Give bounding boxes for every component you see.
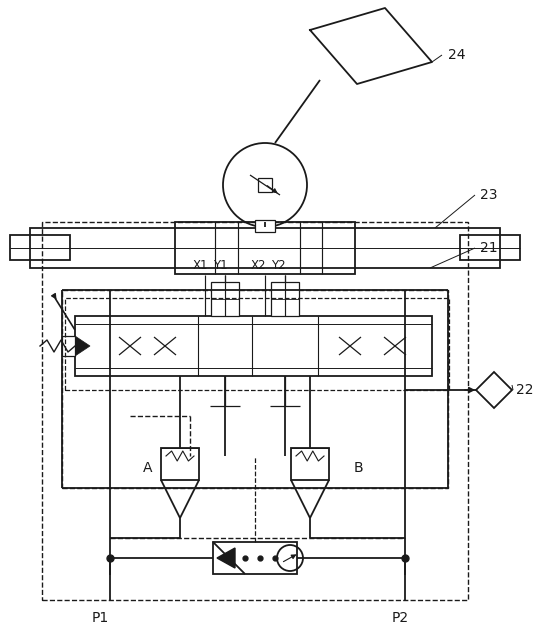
Bar (291, 448, 329, 480)
Text: X2: X2 (250, 259, 266, 272)
Bar (161, 448, 199, 480)
Bar (10, 235, 70, 260)
Text: A: A (143, 461, 153, 475)
Bar (258, 178, 272, 192)
Text: P2: P2 (392, 611, 409, 625)
Bar (255, 220, 275, 232)
Bar (75, 316, 432, 376)
Text: Y2: Y2 (271, 259, 285, 272)
Polygon shape (217, 548, 235, 568)
Text: X1: X1 (192, 259, 208, 272)
Text: P1: P1 (91, 611, 109, 625)
Text: B: B (353, 461, 363, 475)
Polygon shape (75, 336, 90, 356)
Text: Y1: Y1 (213, 259, 227, 272)
Text: 21: 21 (480, 241, 498, 255)
Bar (42, 222, 468, 600)
Bar (62, 290, 448, 488)
Bar (460, 235, 520, 260)
Bar (62, 336, 75, 356)
Bar (175, 222, 355, 274)
Text: 22: 22 (516, 383, 534, 397)
Bar (271, 282, 299, 316)
Text: 23: 23 (480, 188, 497, 202)
Bar (65, 298, 449, 390)
Bar (211, 282, 239, 316)
Text: 24: 24 (448, 48, 465, 62)
Bar (213, 542, 297, 574)
Bar (30, 228, 500, 268)
